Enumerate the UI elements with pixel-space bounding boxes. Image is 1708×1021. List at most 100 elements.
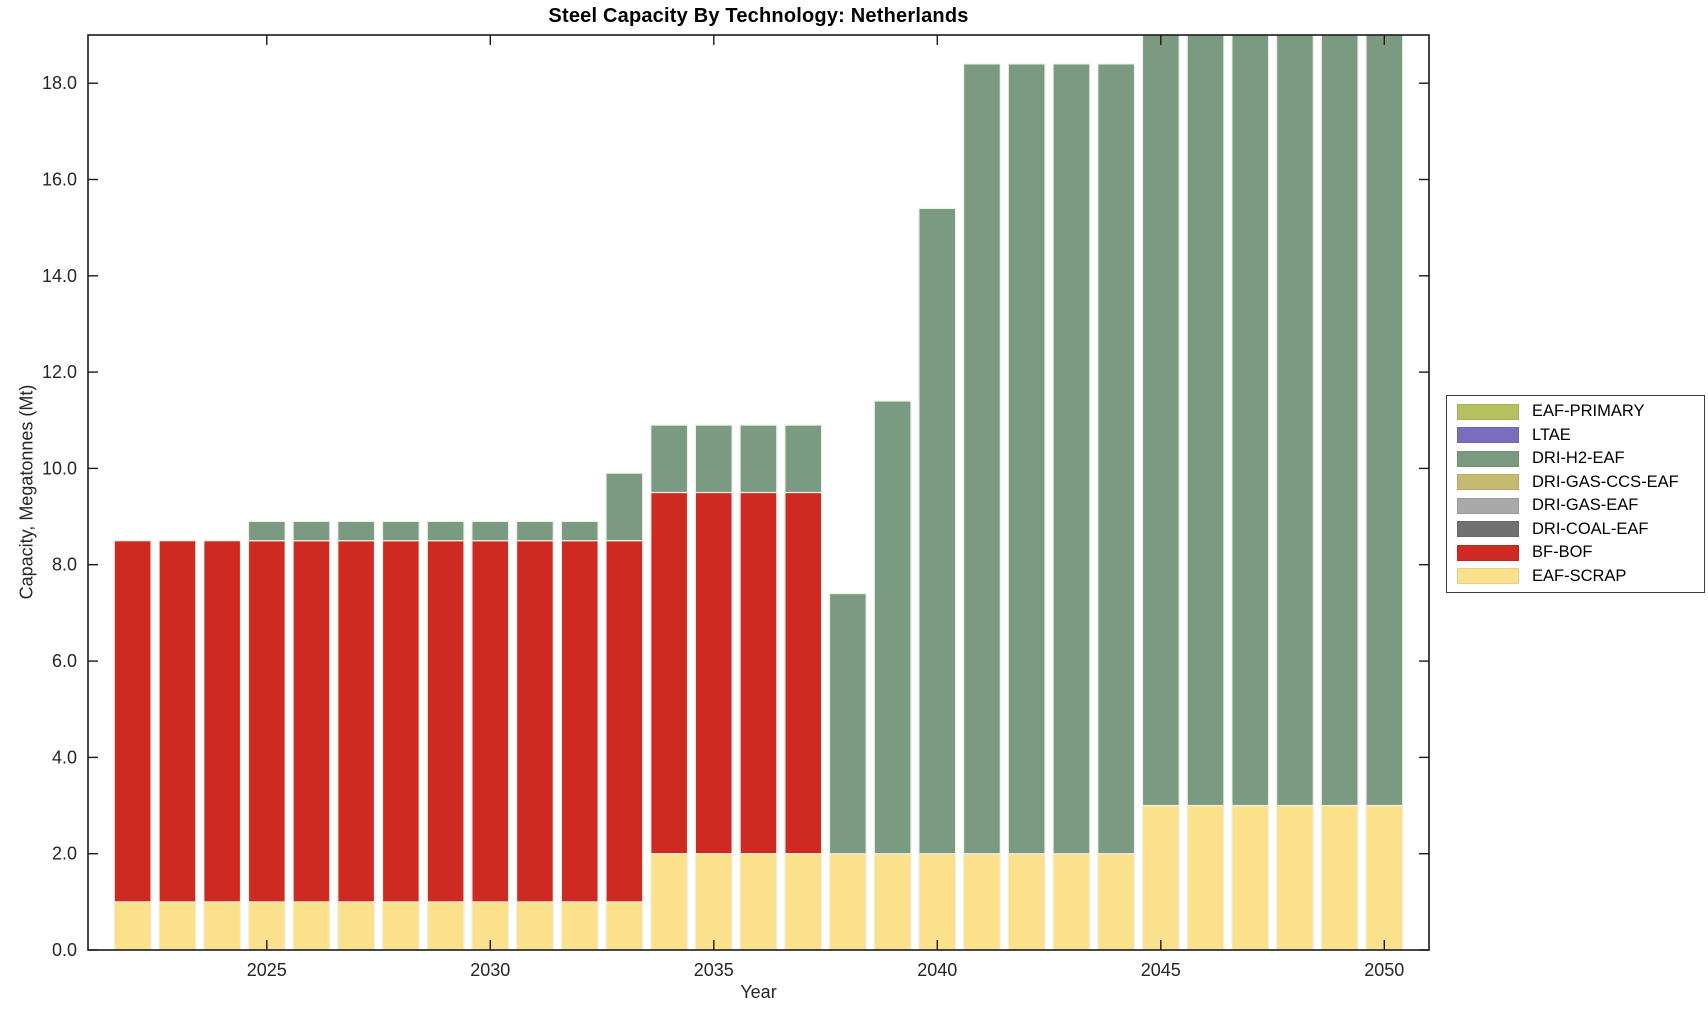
y-tick-label: 14.0 [42,266,77,286]
y-tick-label: 16.0 [42,170,77,190]
bar-segment [1186,804,1225,950]
y-tick-label: 2.0 [52,844,77,864]
bar-segment [158,540,197,903]
legend: EAF-PRIMARY LTAE DRI-H2-EAF DRI-GAS-CCS-EAF… [1446,395,1705,593]
axis-ticks [88,35,1429,951]
bar-segment [471,520,510,542]
legend-item: DRI-GAS-CCS-EAF [1447,471,1704,493]
bar-segment [918,207,957,855]
bar-segment [292,520,331,542]
bar-segment [784,853,823,950]
x-tick-label: 2040 [917,960,957,980]
legend-item: EAF-PRIMARY [1447,401,1704,423]
bar-segment [203,540,242,903]
legend-item: EAF-SCRAP [1447,565,1704,587]
bar-segment [1320,35,1359,807]
legend-swatch [1457,474,1519,491]
legend-swatch [1457,568,1519,585]
bar-segment [1052,853,1091,950]
bar-segment [873,853,912,950]
bar-segment [247,540,286,903]
bar-segment [381,901,420,950]
legend-label: DRI-GAS-EAF [1532,496,1639,515]
y-tick-labels: 0.0 2.0 4.0 6.0 8.0 10.0 12.0 14.0 16.0 18.0 [42,73,77,960]
bar-segment [650,424,689,494]
bar-segment [381,520,420,542]
plot-border [87,34,1430,951]
legend-swatch [1457,427,1519,444]
bar-segment [1365,804,1404,950]
bar-segment [1141,35,1180,807]
bar-segment [560,540,599,903]
bar-segment [113,901,152,950]
bar-segment [292,901,331,950]
bar-segment [1052,63,1091,855]
legend-item: DRI-COAL-EAF [1447,518,1704,540]
bar-segment [113,540,152,903]
bar-segment [292,540,331,903]
bar-segment [337,520,376,542]
bar-segment [739,424,778,494]
bar-segment [158,901,197,950]
bar-segment [1141,804,1180,950]
y-tick-label: 18.0 [42,73,77,93]
x-axis-label: Year [740,982,777,1002]
bar-segment [515,540,554,903]
bar-segment [694,853,733,950]
bar-segment [560,901,599,950]
bar-segment [515,520,554,542]
bar-segment [873,400,912,855]
x-tick-label: 2030 [470,960,510,980]
legend-item: DRI-H2-EAF [1447,448,1704,470]
legend-item: DRI-GAS-EAF [1447,495,1704,517]
bar-segment [694,424,733,494]
bar-segment [1186,35,1225,807]
bar-segment [337,901,376,950]
bar-segment [650,491,689,855]
legend-label: DRI-GAS-CCS-EAF [1532,472,1679,491]
x-tick-label: 2035 [694,960,734,980]
bar-segment [1007,63,1046,855]
bar-segment [739,491,778,855]
x-tick-label: 2050 [1364,960,1404,980]
bar-segment [1007,853,1046,950]
y-tick-label: 10.0 [42,458,77,478]
legend-label: DRI-COAL-EAF [1532,519,1649,538]
bar-segment [605,540,644,903]
bar-segment [1365,35,1404,807]
legend-label: BF-BOF [1532,543,1593,562]
bar-segment [1231,35,1270,807]
legend-swatch [1457,521,1519,538]
bar-segment [1275,804,1314,950]
y-tick-label: 8.0 [52,555,77,575]
bar-segment [962,63,1001,855]
bar-segment [1097,63,1136,855]
legend-label: DRI-H2-EAF [1532,449,1625,468]
bar-segment [337,540,376,903]
bar-segment [426,540,465,903]
bar-segment [694,491,733,855]
bar-segment [381,540,420,903]
bar-segment [560,520,599,542]
bar-segment [962,853,1001,950]
chart-title: Steel Capacity By Technology: Netherland… [548,5,969,27]
bar-segment [426,901,465,950]
x-tick-labels: 2025 2030 2035 2040 2045 2050 [247,960,1405,980]
bar-segment [828,592,867,855]
bar-segment [203,901,242,950]
y-tick-label: 6.0 [52,651,77,671]
x-tick-label: 2025 [247,960,287,980]
bar-segment [1275,35,1314,807]
bar-segment [828,853,867,950]
legend-item: BF-BOF [1447,542,1704,564]
legend-label: LTAE [1532,425,1571,444]
bar-segment [247,520,286,542]
legend-swatch [1457,450,1519,467]
bar-segment [1097,853,1136,950]
bar-segment [605,472,644,542]
bars-group [113,35,1404,950]
bar-segment [784,491,823,855]
legend-label: EAF-PRIMARY [1532,402,1645,421]
